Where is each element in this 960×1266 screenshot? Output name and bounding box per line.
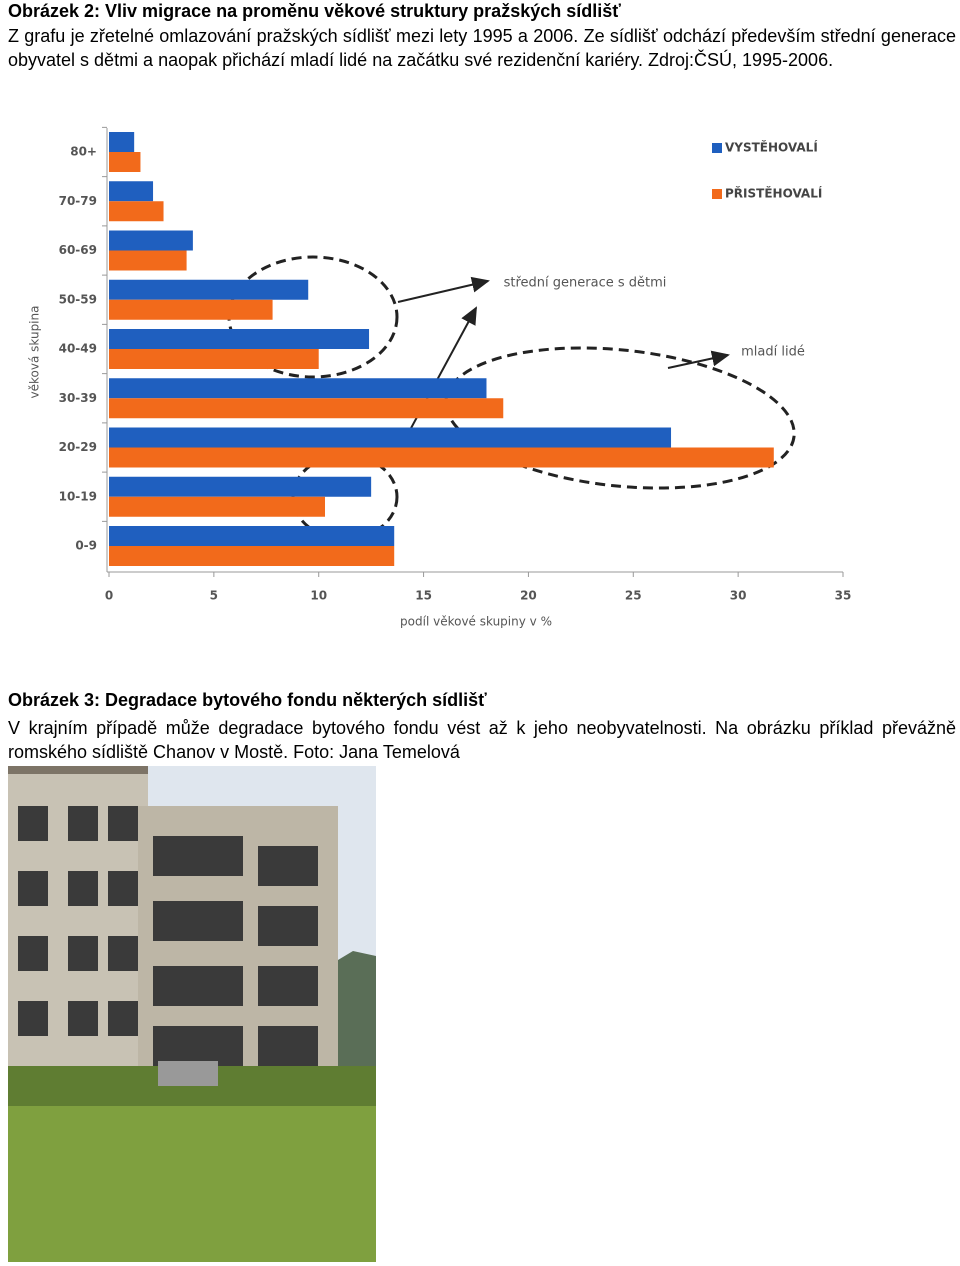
chart: věková skupina podíl věkové skupiny v % … [28, 126, 852, 629]
bar [109, 181, 154, 202]
y-tick-label: 80+ [70, 145, 97, 159]
x-tick-label: 10 [310, 589, 327, 603]
legend-swatch [712, 189, 722, 199]
figure-text: V krajním případě může degradace bytovéh… [8, 718, 956, 762]
bar [109, 526, 395, 546]
photo [8, 766, 376, 1262]
bar [109, 230, 193, 251]
legend-label: VYSTĚHOVALÍ [725, 140, 818, 155]
x-tick-label: 35 [835, 589, 852, 603]
bar [109, 279, 309, 300]
bar [109, 299, 273, 320]
y-tick-label: 50-59 [59, 292, 97, 306]
x-tick-label: 20 [520, 589, 537, 603]
bar [109, 546, 395, 566]
legend-swatch [712, 143, 722, 153]
y-tick-label: 0-9 [75, 539, 97, 553]
bar [109, 152, 141, 172]
y-tick-label: 40-49 [59, 342, 97, 356]
bar [109, 329, 370, 349]
figure-caption: Obrázek 2: Vliv migrace na proměnu věkov… [8, 1, 621, 21]
y-tick-label: 20-29 [59, 440, 97, 454]
bar [109, 349, 319, 369]
y-tick-label: 10-19 [59, 489, 97, 503]
bar [109, 427, 672, 448]
bar [109, 447, 774, 468]
y-tick-label: 30-39 [59, 391, 97, 405]
x-tick-label: 30 [730, 589, 747, 603]
legend-label: PŘISTĚHOVALÍ [725, 186, 823, 201]
y-axis-title: věková skupina [28, 306, 42, 399]
x-axis-title: podíl věkové skupiny v % [400, 615, 552, 629]
x-tick-label: 25 [625, 589, 642, 603]
bar [109, 476, 372, 497]
figure-text: Z grafu je zřetelné omlazování pražských… [8, 26, 956, 70]
x-tick-label: 5 [210, 589, 218, 603]
x-tick-label: 0 [105, 589, 113, 603]
annotation: střední generace s dětmi [504, 276, 667, 291]
figure-caption: Obrázek 3: Degradace bytového fondu někt… [8, 690, 487, 710]
bar [109, 250, 187, 271]
bar [109, 378, 487, 399]
bar [109, 201, 164, 222]
bar [109, 496, 326, 517]
bar [109, 398, 504, 419]
annotation: mladí lidé [741, 345, 805, 360]
y-tick-label: 60-69 [59, 243, 97, 257]
y-tick-label: 70-79 [59, 194, 97, 208]
bar [109, 132, 135, 152]
x-tick-label: 15 [415, 589, 432, 603]
